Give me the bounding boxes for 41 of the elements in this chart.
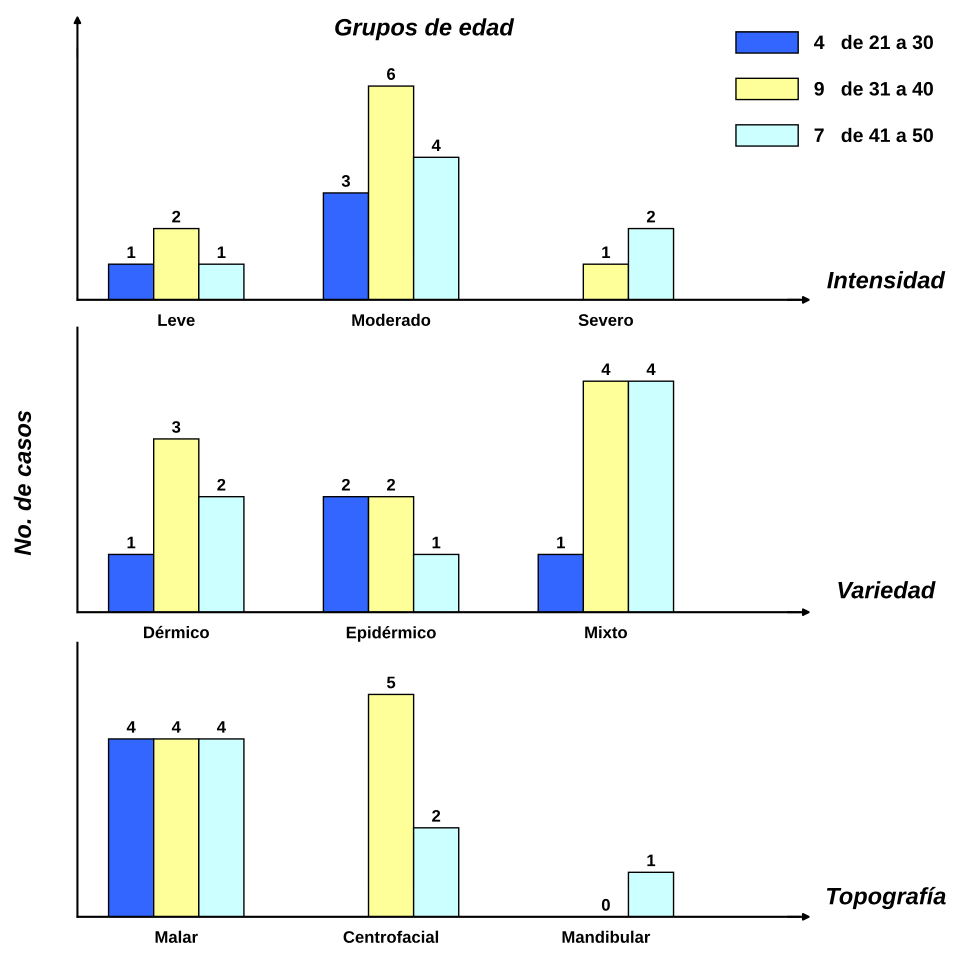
x-tick-label: Malar	[156, 930, 198, 943]
data-label: 1	[128, 536, 136, 548]
data-label: 2	[342, 478, 350, 490]
data-label: 1	[602, 246, 610, 258]
data-label: 5	[386, 676, 396, 688]
x-tick-label: Mixto	[585, 626, 627, 638]
data-label: 4	[126, 721, 136, 733]
data-label: 6	[387, 68, 396, 80]
x-tick-label: Leve	[158, 314, 195, 326]
data-label: 4	[216, 721, 226, 733]
y-axis-title: No. de casos	[14, 410, 32, 556]
x-tick-label: Epidérmico	[346, 626, 436, 642]
data-label: 4	[646, 364, 656, 375]
data-label: 1	[432, 536, 440, 548]
chart-title: Grupos de edad	[335, 18, 514, 40]
data-label: 1	[557, 536, 565, 548]
x-tick-label: Mandibular	[562, 930, 650, 943]
data-label: 2	[217, 478, 226, 490]
x-axis-title: Topografía	[826, 886, 946, 910]
data-label: 1	[128, 246, 136, 258]
x-tick-label: Severo	[578, 314, 634, 326]
data-label: 2	[172, 210, 180, 222]
x-axis-title: Variedad	[838, 581, 936, 598]
legend-label: 9 de 31 a 40	[814, 81, 933, 96]
x-axis-title: Intensidad	[827, 271, 946, 288]
data-label: 3	[342, 175, 350, 187]
data-label: 4	[172, 721, 181, 733]
x-tick-label: Dérmico	[144, 626, 209, 638]
data-label: 2	[432, 810, 440, 822]
data-label: 4	[602, 364, 610, 375]
data-label: 2	[646, 210, 655, 222]
data-label: 1	[218, 246, 226, 258]
data-label: 1	[647, 854, 656, 866]
x-tick-label: Centrofacial	[344, 930, 438, 943]
legend-label: 7 de 41 a 50	[814, 128, 933, 142]
data-label: 3	[172, 421, 180, 433]
data-label: 4	[432, 140, 441, 152]
data-label: 2	[387, 478, 396, 490]
data-label: 0	[602, 898, 610, 911]
x-tick-label: Moderado	[352, 314, 430, 326]
legend-label: 4 de 21 a 30	[814, 34, 933, 50]
